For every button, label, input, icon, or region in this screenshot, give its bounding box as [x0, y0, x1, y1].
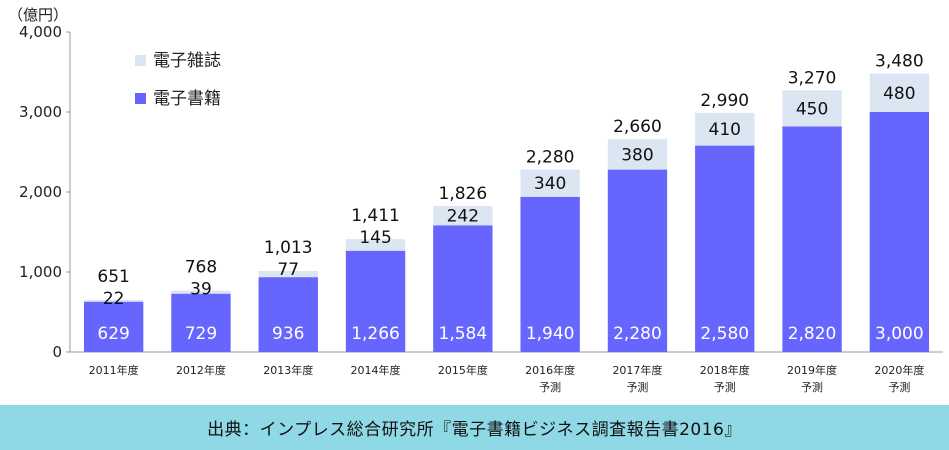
bar-ebook	[782, 126, 842, 353]
bar-ebook-label: 1,940	[526, 324, 575, 344]
x-tick-label: 2014年度	[351, 363, 401, 377]
bar-emagazine-label: 410	[709, 120, 741, 140]
bar-total-label: 1,826	[439, 184, 488, 204]
bar-ebook	[869, 112, 930, 352]
bar-ebook	[607, 169, 668, 352]
legend-swatch	[135, 93, 146, 104]
bar-ebook-label: 629	[97, 324, 129, 344]
bar-total-label: 651	[97, 267, 129, 287]
x-tick-label: 2011年度	[89, 363, 139, 377]
x-tick-label: 予測	[626, 380, 648, 394]
bar-ebook	[258, 277, 318, 352]
bar-total-label: 1,411	[351, 206, 400, 226]
bar-group: 1,584 242 1,826 2015年度	[433, 184, 493, 377]
bar-ebook-label: 936	[272, 324, 304, 344]
y-tick-label: 3,000	[19, 103, 62, 121]
x-tick-label: 2017年度	[612, 363, 662, 377]
source-footer: 出典：インプレス総合研究所『電子書籍ビジネス調査報告書2016』	[0, 405, 949, 450]
bar-ebook-label: 1,584	[439, 324, 488, 344]
bar-emagazine	[695, 112, 755, 146]
y-tick-label: 0	[52, 343, 62, 361]
y-axis-ticks: 0 1,000 2,000 3,000 4,000	[19, 23, 70, 361]
legend-swatch	[135, 55, 146, 66]
bar-emagazine	[433, 205, 493, 226]
bar-emagazine-label: 450	[796, 99, 828, 119]
bar-emagazine	[258, 270, 318, 278]
x-tick-label: 予測	[539, 380, 561, 394]
bar-emagazine	[171, 290, 231, 294]
bar-ebook	[433, 225, 493, 352]
bar-emagazine-label: 242	[447, 207, 479, 227]
bar-total-label: 768	[185, 258, 217, 278]
bar-ebook	[695, 145, 755, 352]
bar-emagazine-label: 340	[534, 174, 566, 194]
x-tick-label: 予測	[888, 380, 910, 394]
bar-emagazine	[520, 169, 580, 197]
x-tick-label: 2020年度	[874, 363, 924, 377]
bar-emagazine	[782, 90, 842, 127]
y-axis-unit-label: （億円）	[8, 6, 68, 24]
bar-group: 936 771,013 2013年度	[258, 238, 318, 377]
bar-emagazine-label: 145	[359, 228, 391, 248]
bar-emagazine-label: 22	[103, 289, 125, 309]
bar-ebook-label: 2,820	[788, 324, 837, 344]
x-tick-label: 2018年度	[700, 363, 750, 377]
bar-emagazine-label: 480	[883, 84, 915, 104]
legend-label: 電子書籍	[153, 89, 221, 109]
bar-total-label: 3,270	[788, 68, 837, 88]
x-tick-label: 2012年度	[176, 363, 226, 377]
source-text: 出典：インプレス総合研究所『電子書籍ビジネス調査報告書2016』	[207, 420, 742, 440]
bar-ebook	[83, 301, 144, 352]
bar-emagazine-label: 77	[277, 260, 299, 280]
bar-total-label: 1,013	[264, 238, 313, 258]
x-tick-label: 2015年度	[438, 363, 488, 377]
bar-total-label: 3,480	[875, 52, 924, 72]
bar-emagazine	[607, 139, 668, 170]
bar-emagazine-label: 39	[190, 280, 212, 300]
bar-ebook-label: 2,580	[700, 324, 749, 344]
bar-total-label: 2,990	[700, 91, 749, 111]
bar-emagazine-label: 380	[621, 145, 653, 165]
bar-total-label: 2,280	[526, 148, 575, 168]
bar-ebook	[345, 250, 406, 352]
x-tick-label: 2013年度	[263, 363, 313, 377]
bar-emagazine	[83, 299, 144, 302]
bar-ebook	[171, 293, 231, 352]
bar-ebook-label: 3,000	[875, 324, 924, 344]
y-tick-label: 2,000	[19, 183, 62, 201]
y-tick-label: 1,000	[19, 263, 62, 281]
bar-ebook-label: 729	[185, 324, 217, 344]
bar-emagazine	[345, 239, 406, 251]
bar-ebook-label: 2,280	[613, 324, 662, 344]
x-tick-label: 予測	[801, 380, 823, 394]
x-tick-label: 2019年度	[787, 363, 837, 377]
x-tick-label: 予測	[714, 380, 736, 394]
bar-emagazine	[869, 73, 930, 112]
x-tick-label: 2016年度	[525, 363, 575, 377]
legend-label: 電子雑誌	[153, 51, 221, 71]
bar-ebook	[520, 196, 580, 352]
bar-total-label: 2,660	[613, 117, 662, 137]
bar-ebook-label: 1,266	[351, 324, 400, 344]
y-tick-label: 4,000	[19, 23, 62, 41]
